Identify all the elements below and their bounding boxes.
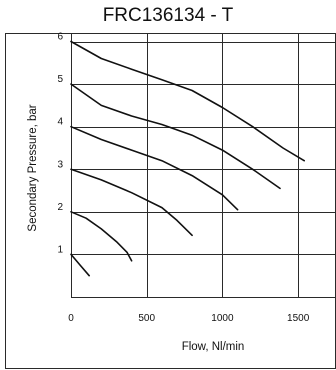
tick-labels: 0 500 1000 1500 1 2 3 4 5 6 [57,32,309,324]
x-tick-label: 0 [68,313,74,324]
series-line-1 [70,253,90,277]
y-tick-label: 1 [57,244,63,255]
y-tick-label: 3 [57,159,63,170]
y-axis-label: Secondary Pressure, bar [27,104,39,231]
x-tick-label: 1000 [211,313,234,324]
grid [71,33,336,298]
chart-title: FRC136134 - T [103,5,234,26]
y-tick-label: 4 [57,117,63,128]
series-line-3 [70,168,193,237]
series-line-4 [70,125,239,211]
x-tick-label: 1500 [287,313,310,324]
series-line-2 [70,211,133,262]
y-tick-label: 2 [57,202,63,213]
x-axis-label: Flow, Nl/min [182,341,245,353]
y-tick-label: 6 [57,32,63,43]
series-line-6 [70,40,305,162]
y-tick-label: 5 [57,74,63,85]
series-line-5 [70,83,281,190]
outer-frame [5,33,336,369]
x-tick-label: 500 [138,313,155,324]
series-group [70,40,305,277]
